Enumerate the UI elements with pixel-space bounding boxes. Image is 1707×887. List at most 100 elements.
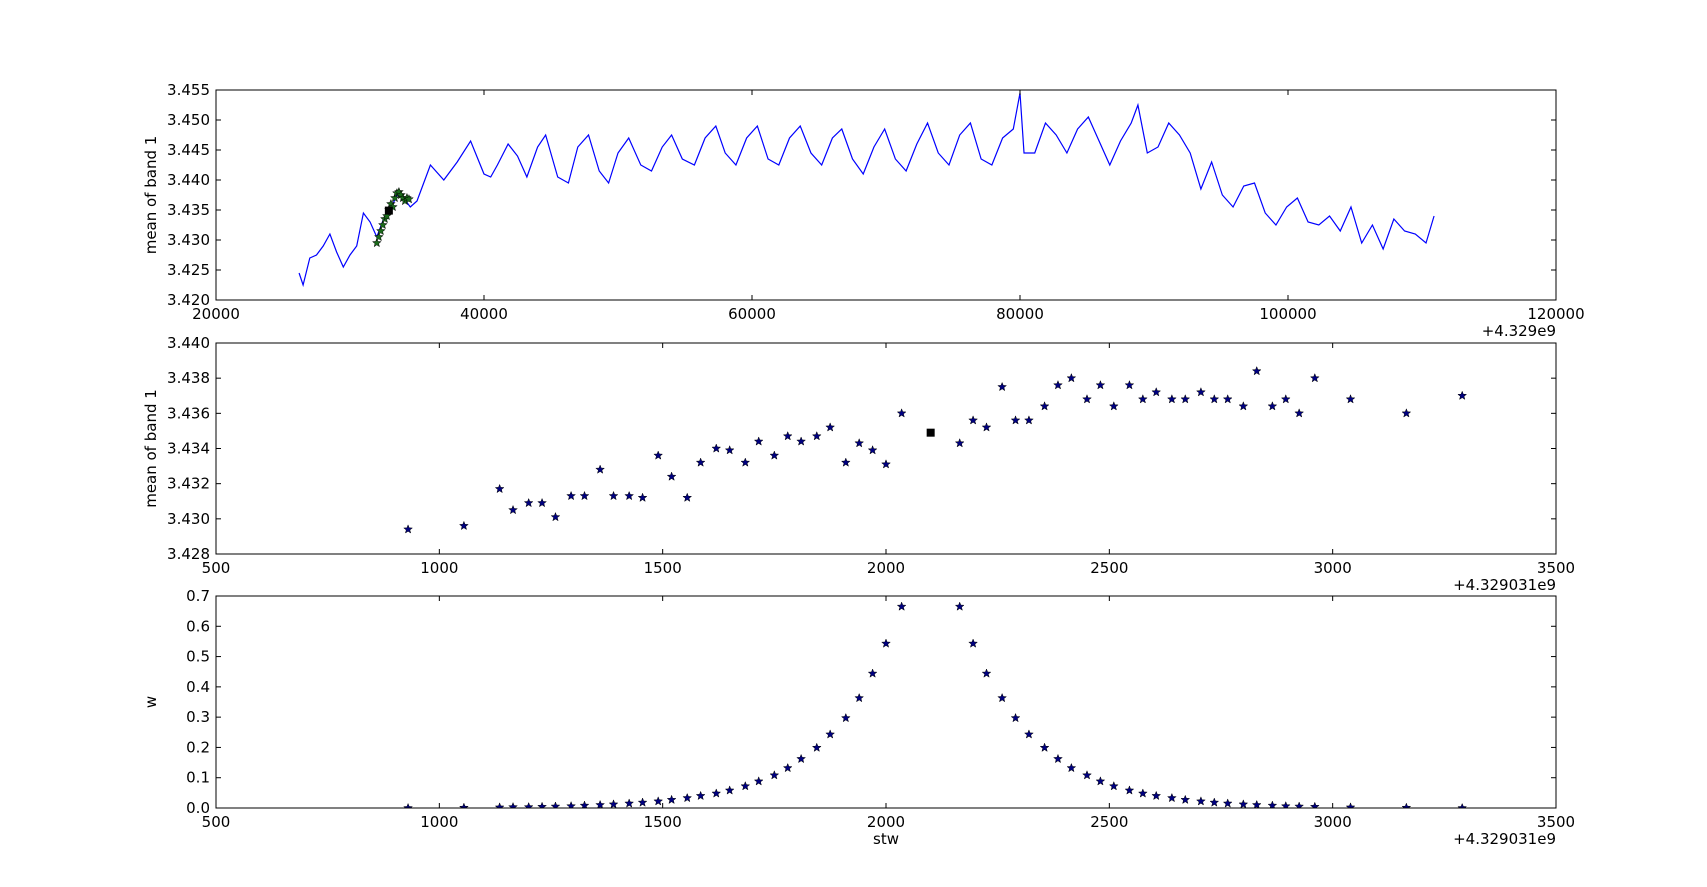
data-point <box>566 490 577 501</box>
data-point <box>1108 401 1119 411</box>
x-tick-label: 40000 <box>460 305 508 323</box>
data-point <box>1457 802 1468 808</box>
data-point <box>1222 394 1233 404</box>
data-point <box>968 415 979 425</box>
data-point <box>1180 794 1191 805</box>
data-point <box>753 436 764 446</box>
data-point <box>1066 372 1077 383</box>
data-point <box>881 638 891 648</box>
data-point <box>373 231 384 242</box>
data-point <box>782 430 793 441</box>
data-point <box>724 445 735 455</box>
x-offset-label: +4.329e9 <box>1482 322 1556 340</box>
data-point <box>1309 801 1320 808</box>
data-point <box>1280 800 1291 808</box>
data-point <box>1166 792 1177 803</box>
x-tick-label: 100000 <box>1259 305 1316 323</box>
detail-series-1 <box>926 428 935 437</box>
data-point <box>769 450 780 460</box>
x-tick-label: 3000 <box>1314 813 1352 831</box>
data-point <box>387 201 398 212</box>
data-point <box>566 800 577 808</box>
data-point <box>796 436 807 446</box>
data-point <box>624 798 635 808</box>
x-offset-label: +4.329031e9 <box>1453 576 1556 594</box>
data-point <box>1010 415 1021 425</box>
data-point <box>1039 401 1050 411</box>
data-point <box>1251 799 1262 808</box>
y-tick-label: 0.4 <box>186 678 210 696</box>
data-point <box>867 445 878 455</box>
data-point <box>1195 796 1206 806</box>
data-point <box>1137 788 1148 798</box>
y-tick-label: 0.6 <box>186 617 210 635</box>
data-point <box>695 457 706 467</box>
data-point <box>695 790 706 801</box>
x-tick-label: 2000 <box>867 813 905 831</box>
data-point <box>1124 379 1135 390</box>
data-line <box>298 92 1435 288</box>
plot-weights: 500 1000 1500 2000 2500 3000 3500 0.0 0.1 0.2 0.3 0… <box>142 587 1575 848</box>
data-point <box>653 450 664 460</box>
y-tick-label: 3.432 <box>167 475 210 493</box>
data-point <box>550 511 561 522</box>
y-tick-label: 0.7 <box>186 587 210 605</box>
data-point <box>1195 387 1206 397</box>
data-point <box>1124 785 1135 795</box>
data-point <box>840 457 851 467</box>
data-point <box>595 799 606 808</box>
data-point <box>403 802 414 808</box>
y-tick-label: 3.435 <box>167 201 210 219</box>
data-point <box>579 490 590 501</box>
data-point <box>981 422 992 432</box>
x-tick-label: 80000 <box>996 305 1044 323</box>
data-point <box>825 729 836 739</box>
highlight-point <box>926 428 935 437</box>
y-tick-label: 3.440 <box>167 171 210 189</box>
data-point <box>981 668 992 678</box>
x-tick-label: 3500 <box>1537 559 1575 577</box>
x-tick-label: 500 <box>202 559 231 577</box>
overview-series-2 <box>384 206 393 215</box>
data-point <box>1023 415 1034 425</box>
y-tick-label: 0.5 <box>186 648 210 666</box>
data-point <box>1280 394 1291 404</box>
data-point <box>1166 394 1177 404</box>
overview-series-1 <box>371 186 414 248</box>
y-tick-label: 3.445 <box>167 141 210 159</box>
y-tick-label: 0.0 <box>186 799 210 817</box>
y-axis-label: mean of band 1 <box>142 136 160 255</box>
data-point <box>854 692 865 703</box>
x-tick-label: 1500 <box>644 559 682 577</box>
data-point <box>1095 379 1106 390</box>
data-point <box>753 776 764 786</box>
x-tick-label: 3000 <box>1314 559 1352 577</box>
data-point <box>1053 379 1063 390</box>
data-point <box>1345 802 1356 808</box>
data-point <box>840 712 851 723</box>
detail-series-0 <box>403 365 1468 534</box>
data-point <box>968 638 979 648</box>
data-point <box>1053 753 1063 764</box>
data-point <box>1039 742 1050 752</box>
data-point <box>997 381 1008 392</box>
data-point <box>537 801 548 808</box>
data-point <box>377 219 388 230</box>
data-point <box>508 504 518 515</box>
x-axis-label: stw <box>873 830 899 848</box>
y-tick-label: 3.425 <box>167 261 210 279</box>
data-point <box>1137 394 1148 404</box>
y-tick-label: 3.428 <box>167 545 210 563</box>
data-point <box>682 492 693 502</box>
data-point <box>896 601 907 611</box>
x-tick-label: 1000 <box>420 813 458 831</box>
data-point <box>595 464 606 474</box>
plot-mean-band1-detail: 500 1000 1500 2000 2500 3000 3500 3.428 3.430 3.4… <box>142 334 1575 594</box>
data-point <box>1222 798 1233 808</box>
y-axis-label: mean of band 1 <box>142 389 160 508</box>
data-point <box>458 802 469 808</box>
data-point <box>550 801 561 808</box>
data-point <box>608 799 619 808</box>
data-point <box>811 742 822 752</box>
